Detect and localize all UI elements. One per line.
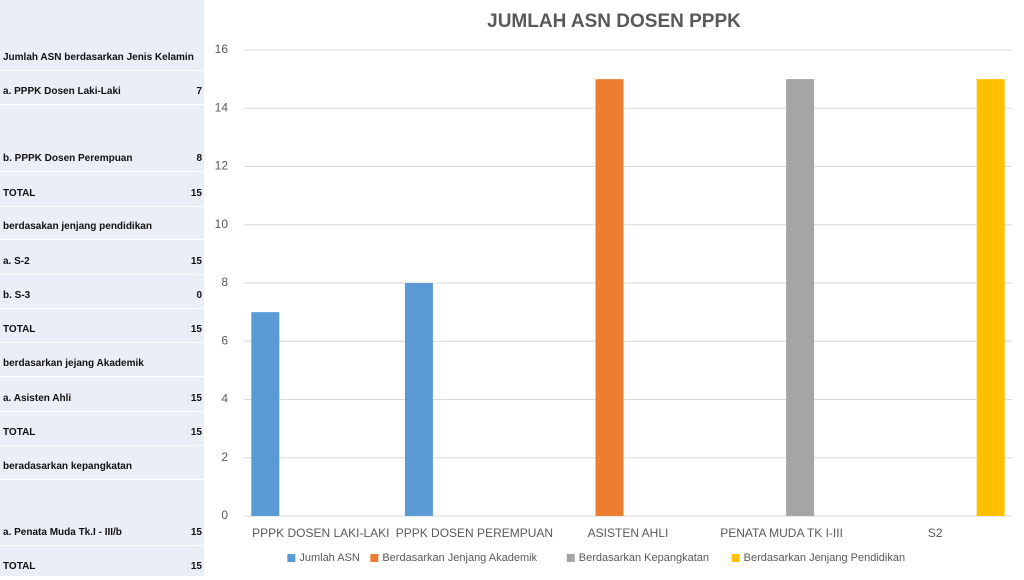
y-tick-label: 8 (221, 275, 228, 289)
row-label: TOTAL (3, 324, 36, 335)
row-value: 15 (190, 427, 202, 438)
row-label: beradasarkan kepangkatan (3, 461, 132, 472)
row-label: a. Asisten Ahli (3, 393, 72, 404)
x-tick-label: PENATA MUDA TK I-III (720, 526, 843, 540)
cell-border (0, 545, 204, 546)
cell-border (0, 171, 204, 172)
x-tick-label: PPPK DOSEN LAKI-LAKI (252, 526, 389, 540)
cell-border (0, 308, 204, 309)
bar (976, 79, 1005, 516)
cell-border (0, 104, 204, 105)
legend-label: Jumlah ASN (299, 552, 360, 564)
row-value: 15 (190, 324, 202, 335)
cell-border (0, 342, 204, 343)
legend-label: Berdasarkan Kepangkatan (579, 552, 709, 564)
y-tick-label: 4 (221, 392, 228, 406)
row-value: 15 (190, 393, 202, 404)
cell-border (0, 274, 204, 275)
row-label: a. Penata Muda Tk.I - III/b (3, 527, 122, 538)
row-label: TOTAL (3, 561, 36, 572)
y-tick-label: 16 (215, 42, 229, 56)
y-tick-label: 0 (221, 508, 228, 522)
row-value: 15 (190, 256, 202, 267)
row-label: TOTAL (3, 427, 36, 438)
x-tick-label: PPPK DOSEN PEREMPUAN (396, 526, 553, 540)
y-tick-label: 10 (215, 217, 229, 231)
bar (595, 79, 624, 516)
row-label: Jumlah ASN berdasarkan Jenis Kelamin (3, 52, 194, 63)
row-label: b. S-3 (3, 290, 31, 301)
legend-swatch (287, 554, 296, 562)
row-label: b. PPPK Dosen Perempuan (3, 153, 133, 164)
cell-border (0, 411, 204, 412)
cell-border (0, 479, 204, 480)
cell-border (0, 445, 204, 446)
legend-label: Berdasarkan Jenjang Pendidikan (744, 552, 905, 564)
row-value: 0 (196, 290, 202, 301)
row-value: 8 (196, 153, 202, 164)
cell-border (0, 239, 204, 240)
row-label: TOTAL (3, 188, 36, 199)
y-tick-label: 2 (221, 450, 228, 464)
row-label: berdasarkan jejang Akademik (3, 358, 144, 369)
x-tick-label: ASISTEN AHLI (588, 526, 669, 540)
cell-border (0, 376, 204, 377)
bar (404, 283, 433, 516)
row-value: 7 (196, 86, 202, 97)
chart-title: JUMLAH ASN DOSEN PPPK (487, 11, 741, 32)
row-label: berdasakan jenjang pendidikan (3, 221, 152, 232)
cell-border (0, 206, 204, 207)
y-tick-label: 12 (215, 159, 229, 173)
row-label: a. PPPK Dosen Laki-Laki (3, 86, 121, 97)
y-tick-label: 14 (215, 100, 229, 114)
bar (251, 312, 280, 516)
cell-border (0, 70, 204, 71)
legend-swatch (731, 554, 740, 562)
legend-label: Berdasarkan Jenjang Akademik (382, 552, 537, 564)
legend-swatch (370, 554, 379, 562)
x-tick-label: S2 (928, 526, 943, 540)
bar (786, 79, 815, 516)
row-value: 15 (190, 188, 202, 199)
row-value: 15 (190, 527, 202, 538)
row-label: a. S-2 (3, 256, 30, 267)
legend-swatch (566, 554, 575, 562)
row-value: 15 (190, 561, 202, 572)
chart: JUMLAH ASN DOSEN PPPK 0 2 4 6 8 10 12 14 16 PPPK … (215, 11, 1012, 564)
data-table: Jumlah ASN berdasarkan Jenis Kelamin a. P… (0, 0, 204, 580)
y-tick-label: 6 (221, 333, 228, 347)
